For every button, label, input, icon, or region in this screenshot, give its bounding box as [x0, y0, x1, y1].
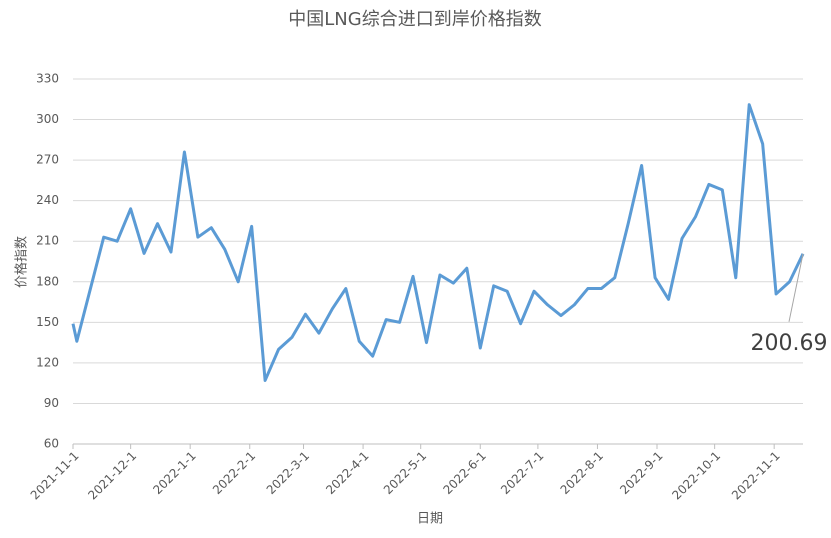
annotation: 200.69 [751, 331, 828, 356]
x-tick-label: 2022-9-1 [617, 449, 665, 497]
x-tick-label: 2022-11-1 [729, 449, 783, 503]
y-tick-label: 330 [36, 72, 59, 86]
x-axis-label: 日期 [417, 512, 443, 527]
x-tick-label: 2022-6-1 [440, 449, 488, 497]
x-tick-label: 2022-3-1 [264, 449, 312, 497]
y-axis-label: 价格指数 [14, 236, 30, 288]
x-tick-label: 2022-2-1 [210, 449, 258, 497]
x-tick-label: 2022-7-1 [498, 449, 546, 497]
y-tick-label: 300 [36, 112, 59, 126]
x-tick-label: 2022-5-1 [381, 449, 429, 497]
y-tick-label: 240 [36, 193, 59, 207]
y-tick-label: 150 [36, 315, 59, 329]
y-tick-label: 270 [36, 153, 59, 167]
x-tick-label: 2022-1-1 [150, 449, 198, 497]
y-tick-label: 210 [36, 234, 59, 248]
y-tick-label: 60 [44, 437, 59, 451]
y-tick-label: 180 [36, 274, 59, 288]
y-tick-label: 90 [44, 396, 59, 410]
line-series [71, 103, 805, 382]
x-tick-label: 2021-11-1 [28, 449, 82, 503]
x-tick-label: 2022-10-1 [669, 449, 723, 503]
x-tick-label: 2022-4-1 [323, 449, 371, 497]
y-tick-label: 120 [36, 355, 59, 369]
x-tick-label: 2022-8-1 [558, 449, 606, 497]
chart-title: 中国LNG综合进口到岸价格指数 [288, 9, 541, 30]
x-tick-label: 2021-12-1 [85, 449, 139, 503]
annotation-leader [788, 253, 804, 322]
